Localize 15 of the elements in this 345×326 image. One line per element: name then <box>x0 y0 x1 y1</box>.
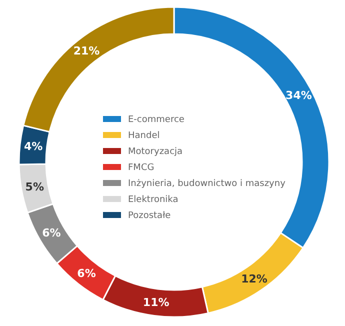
data-label: 4% <box>24 140 43 154</box>
data-label: 11% <box>142 296 170 310</box>
legend-label: FMCG <box>128 163 154 174</box>
data-label: 6% <box>42 226 61 240</box>
legend-label: Handel <box>128 131 160 142</box>
data-label: 34% <box>286 89 312 102</box>
legend-label: Inżynieria, budownictwo i maszyny <box>128 179 286 190</box>
data-label: 6% <box>77 267 96 280</box>
data-label: 21% <box>73 44 100 58</box>
legend-label: E-commerce <box>128 115 185 126</box>
data-label: 5% <box>25 180 44 194</box>
legend-label: Pozostałe <box>128 211 172 222</box>
legend-label: Elektronika <box>128 195 178 206</box>
data-label: 12% <box>241 272 268 286</box>
legend-label: Motoryzacja <box>128 147 183 158</box>
